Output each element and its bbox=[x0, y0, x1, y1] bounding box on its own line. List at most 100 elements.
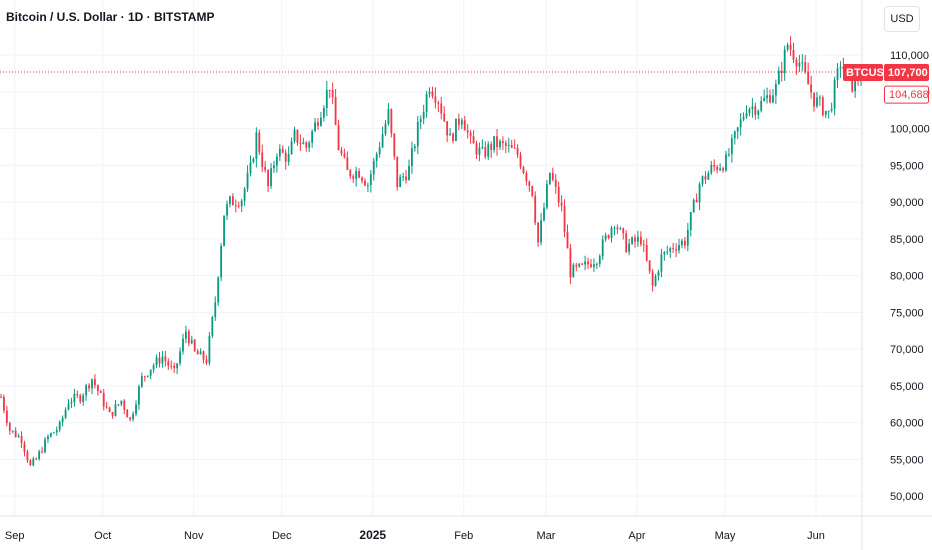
y-tick-label: 80,000 bbox=[890, 271, 924, 283]
candle-body bbox=[610, 228, 613, 238]
candle-body bbox=[786, 44, 789, 50]
candle-body bbox=[675, 249, 677, 251]
candle-body bbox=[469, 132, 472, 137]
candle-body bbox=[481, 147, 484, 149]
candle-body bbox=[431, 91, 434, 97]
candle-body bbox=[94, 379, 96, 386]
y-tick-label: 90,000 bbox=[890, 197, 924, 209]
candle-body bbox=[760, 100, 763, 111]
candle-body bbox=[364, 180, 366, 186]
candle-body bbox=[663, 251, 666, 255]
candle-body bbox=[678, 244, 680, 251]
candle-body bbox=[769, 95, 771, 103]
candle-body bbox=[595, 263, 598, 265]
candle-body bbox=[249, 162, 252, 174]
candle-body bbox=[437, 102, 440, 104]
candle-body bbox=[120, 400, 123, 405]
candle-body bbox=[422, 112, 425, 120]
candle-body bbox=[105, 406, 108, 408]
candle-body bbox=[211, 317, 214, 336]
candle-body bbox=[490, 144, 493, 151]
y-tick-label: 55,000 bbox=[890, 454, 924, 466]
candle-body bbox=[208, 335, 211, 364]
candle-body bbox=[14, 430, 17, 437]
candle-body bbox=[534, 195, 537, 223]
candle-body bbox=[47, 436, 49, 440]
candle-body bbox=[352, 176, 355, 179]
candle-body bbox=[801, 62, 804, 64]
candle-body bbox=[455, 118, 457, 141]
candle-body bbox=[757, 110, 760, 115]
candle-body bbox=[722, 168, 724, 171]
candle-body bbox=[669, 248, 672, 252]
candle-body bbox=[328, 89, 331, 91]
candle-body bbox=[689, 212, 692, 231]
candle-body bbox=[613, 227, 616, 229]
candle-body bbox=[792, 50, 795, 60]
candle-body bbox=[639, 236, 642, 245]
candle-body bbox=[284, 152, 287, 162]
candle-body bbox=[554, 179, 557, 187]
candle-body bbox=[152, 365, 155, 370]
candle-body bbox=[730, 138, 733, 155]
candle-body bbox=[111, 412, 114, 416]
candle-body bbox=[695, 199, 698, 203]
x-tick-label: Jun bbox=[807, 530, 825, 542]
candle-body bbox=[52, 432, 55, 434]
candle-body bbox=[226, 204, 228, 216]
candle-body bbox=[681, 240, 683, 245]
candle-body bbox=[143, 376, 146, 378]
symbol-badge bbox=[843, 64, 883, 82]
candle-body bbox=[366, 185, 369, 187]
candle-body bbox=[460, 120, 463, 125]
candle-body bbox=[683, 240, 686, 246]
candle-body bbox=[789, 44, 792, 51]
candle-body bbox=[575, 264, 578, 267]
candle-body bbox=[637, 236, 639, 242]
candle-body bbox=[566, 231, 569, 249]
candle-body bbox=[190, 339, 193, 344]
candle-body bbox=[55, 429, 58, 433]
currency-button[interactable]: USD bbox=[884, 6, 920, 32]
candle-body bbox=[5, 410, 8, 424]
candle-body bbox=[408, 165, 410, 181]
candle-body bbox=[701, 176, 704, 185]
y-tick-label: 50,000 bbox=[890, 491, 924, 503]
candle-body bbox=[123, 400, 126, 410]
candle-body bbox=[625, 233, 628, 253]
candle-body bbox=[146, 375, 149, 377]
candle-body bbox=[275, 156, 278, 166]
candle-body bbox=[79, 395, 82, 402]
candle-body bbox=[531, 186, 534, 196]
candle-body bbox=[38, 451, 41, 459]
candle-body bbox=[854, 75, 857, 92]
candle-body bbox=[293, 129, 296, 142]
candle-body bbox=[733, 131, 736, 139]
candle-body bbox=[64, 409, 67, 418]
candle-body bbox=[818, 97, 821, 99]
candle-body bbox=[96, 385, 99, 392]
candle-body bbox=[742, 116, 745, 120]
candle-body bbox=[651, 271, 654, 286]
candle-body bbox=[384, 123, 387, 135]
candle-body bbox=[419, 119, 422, 123]
candle-body bbox=[67, 403, 70, 410]
candle-body bbox=[598, 256, 601, 264]
candle-body bbox=[804, 62, 807, 72]
candle-body bbox=[132, 413, 134, 420]
candle-body bbox=[35, 458, 38, 460]
candle-body bbox=[510, 144, 513, 148]
candle-body bbox=[830, 108, 833, 111]
candle-body bbox=[26, 451, 29, 461]
candle-body bbox=[220, 245, 223, 278]
candle-body bbox=[58, 421, 61, 430]
candle-body bbox=[243, 188, 246, 201]
candle-body bbox=[619, 228, 622, 230]
candle-body bbox=[140, 376, 143, 387]
candle-body bbox=[108, 407, 111, 413]
candle-body bbox=[833, 80, 836, 109]
candle-body bbox=[185, 331, 187, 339]
candle-body bbox=[196, 350, 199, 355]
candle-body bbox=[601, 239, 604, 257]
